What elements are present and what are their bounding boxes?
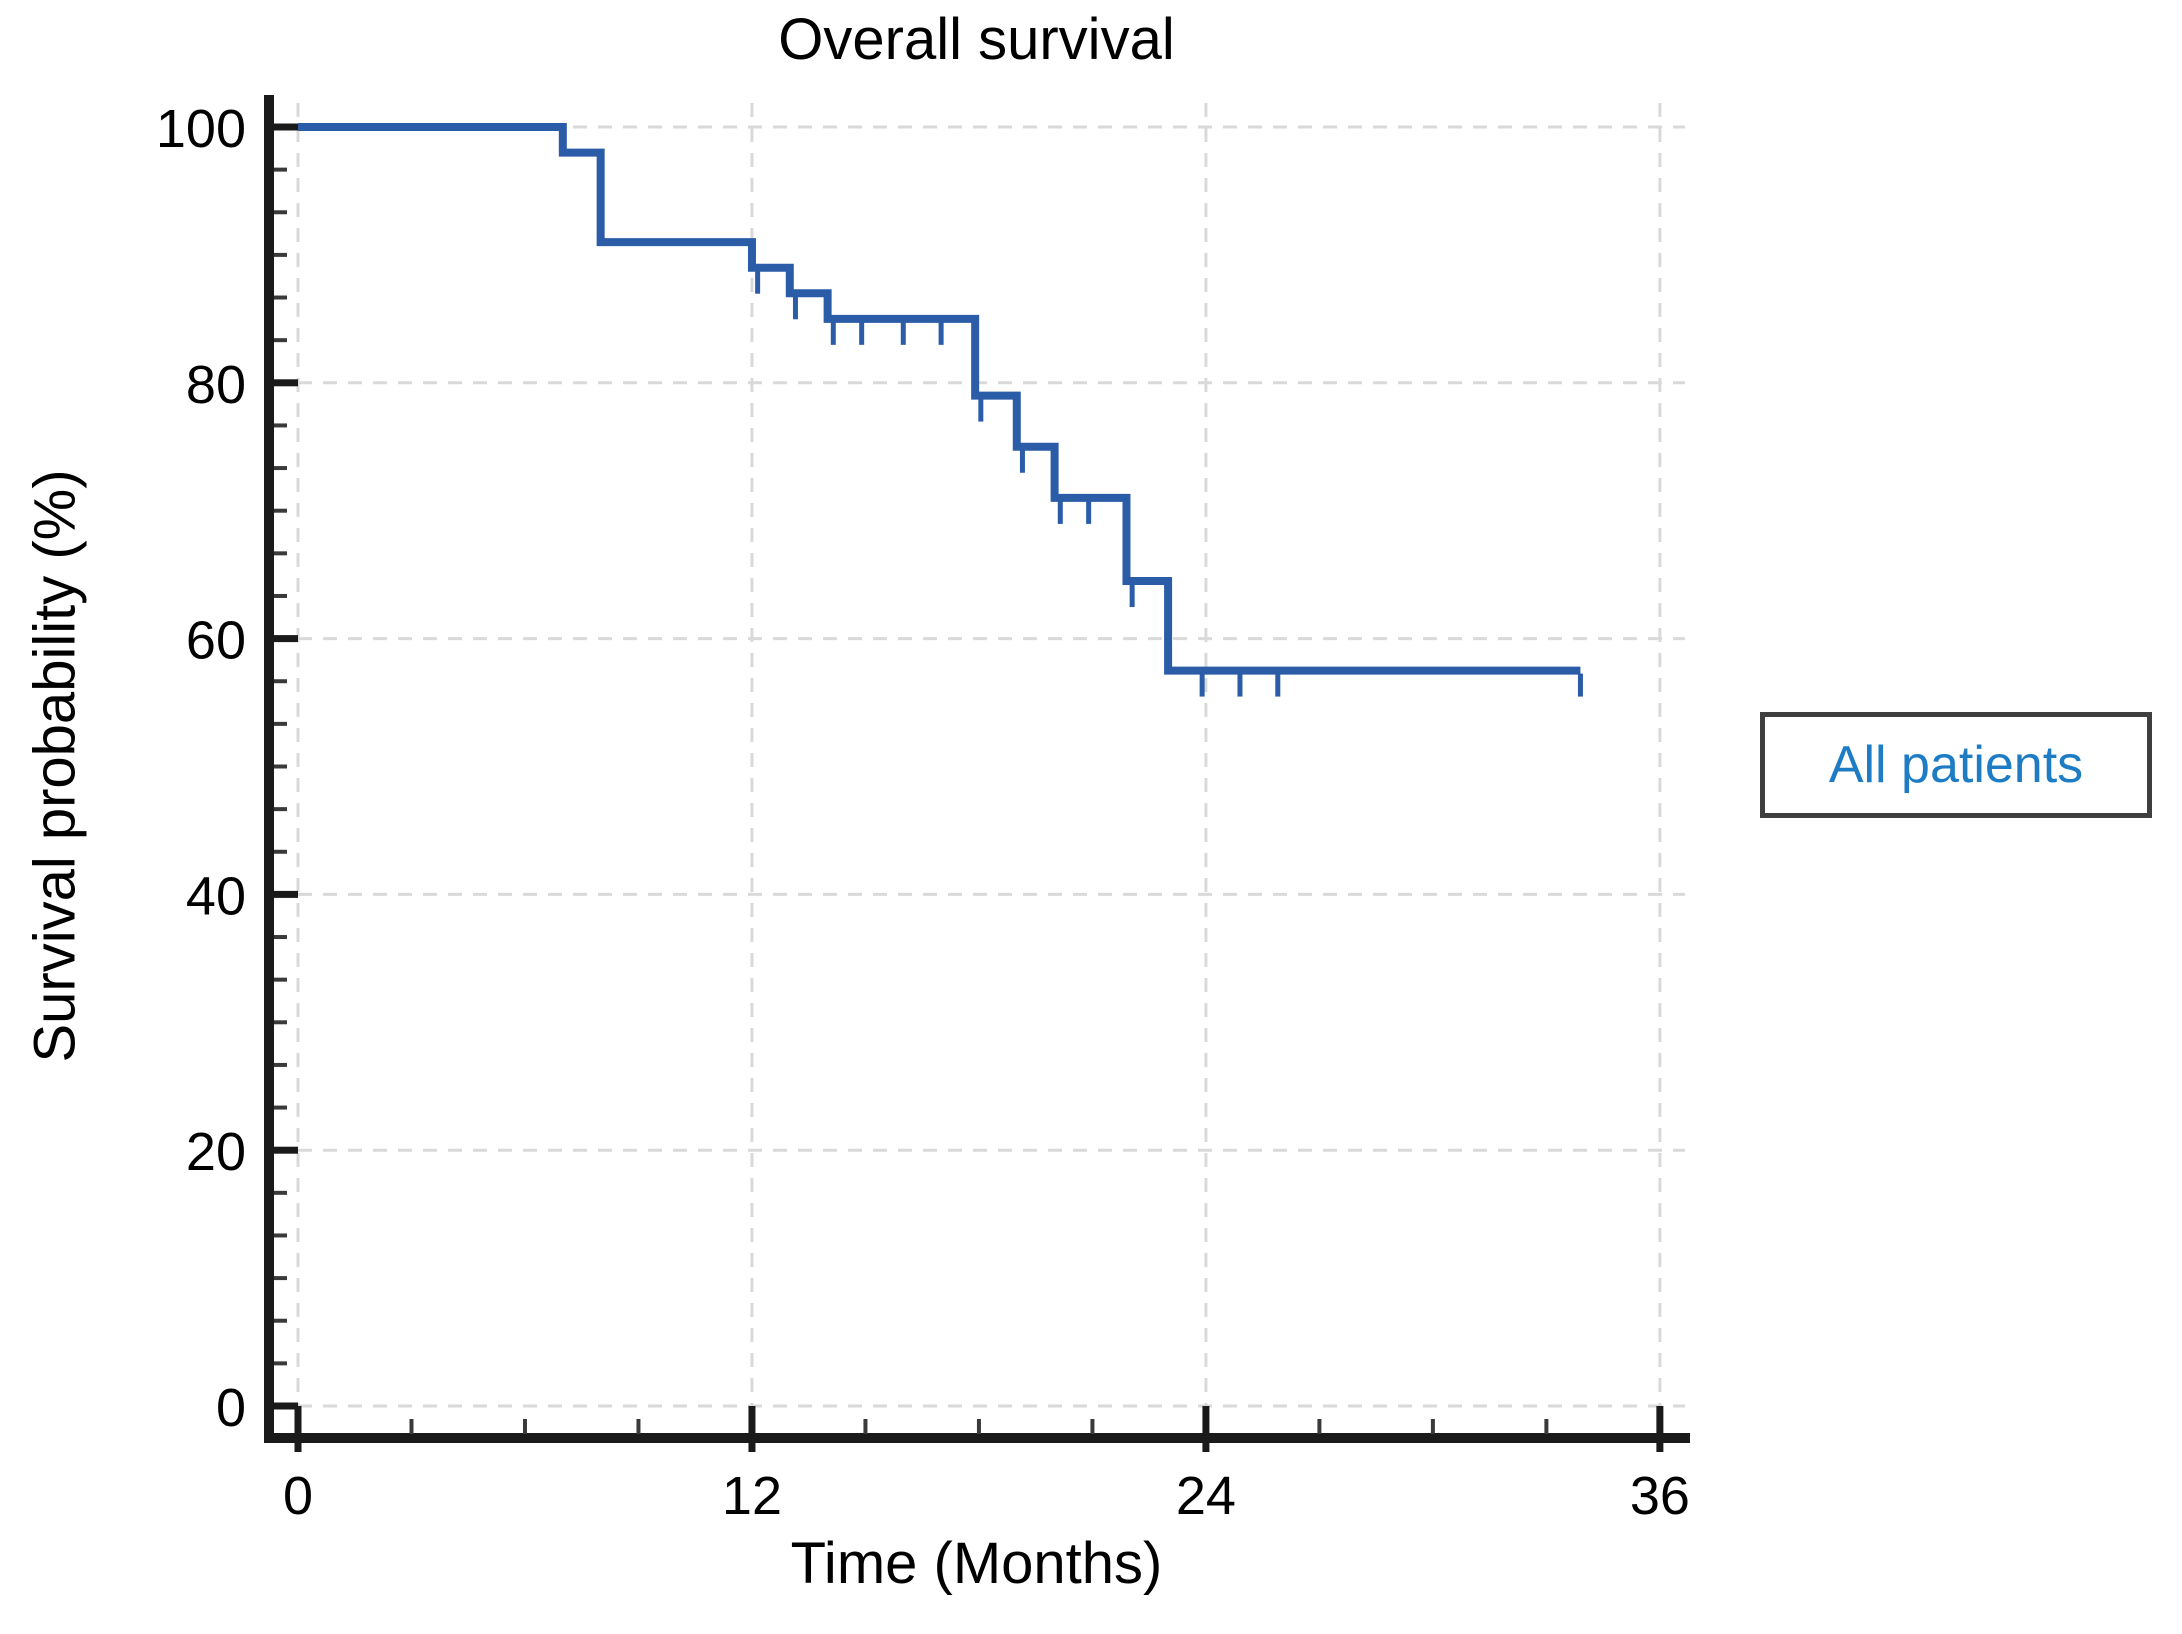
x-minor-tick [863,1419,868,1434]
y-tick-labels: 0 20 40 60 80 100 [156,99,246,1438]
y-minor-tick [274,935,287,940]
y-minor-tick [274,1105,287,1110]
y-minor-tick [274,1233,287,1238]
y-minor-tick [274,1361,287,1366]
y-tick-label: 100 [156,99,246,159]
y-tick-label: 0 [216,1378,246,1438]
y-minor-tick [274,1190,287,1195]
y-minor-tick [274,721,287,726]
y-minor-tick [274,1276,287,1281]
axes [264,95,1690,1452]
y-minor-tick [274,466,287,471]
y-major-tick [266,635,298,643]
y-minor-tick [274,167,287,172]
y-minor-tick [274,338,287,343]
y-minor-tick [274,807,287,812]
y-tick-label: 60 [186,611,246,671]
x-tick-label: 24 [1176,1466,1236,1526]
y-minor-tick [274,764,287,769]
y-axis-line [264,95,274,1442]
y-minor-tick [274,423,287,428]
gridlines [296,103,1685,1433]
x-minor-tick [1317,1419,1322,1434]
y-major-tick [266,123,298,131]
censor-marks [755,270,1583,697]
x-minor-tick [522,1419,527,1434]
x-axis-line [264,1433,1690,1443]
legend-box: All patients [1760,712,2152,818]
x-major-tick [748,1406,756,1452]
x-minor-tick [1430,1419,1435,1434]
x-tick-label: 0 [283,1466,313,1526]
y-minor-tick [274,1318,287,1323]
x-minor-tick [409,1419,414,1434]
x-tick-label: 12 [722,1466,782,1526]
y-minor-tick [274,508,287,513]
y-major-tick [266,379,298,387]
y-minor-tick [274,593,287,598]
y-minor-tick [274,1020,287,1025]
x-major-tick [1656,1406,1664,1452]
y-minor-tick [274,849,287,854]
legend-series-label: All patients [1828,736,2084,794]
y-minor-tick [274,295,287,300]
x-minor-tick [976,1419,981,1434]
y-minor-tick [274,1062,287,1067]
y-minor-tick [274,210,287,215]
x-axis-title: Time (Months) [790,1531,1163,1596]
y-minor-tick [274,977,287,982]
y-tick-label: 20 [186,1122,246,1182]
y-tick-label: 40 [186,866,246,926]
y-major-tick [266,1146,298,1154]
y-major-tick [266,890,298,898]
y-tick-label: 80 [186,355,246,415]
x-minor-tick [1544,1419,1549,1434]
x-minor-tick [1090,1419,1095,1434]
x-major-tick [1202,1406,1210,1452]
y-minor-tick [274,551,287,556]
y-minor-tick [274,679,287,684]
y-major-tick [266,1402,298,1410]
chart-title: Overall survival [778,7,1175,72]
x-minor-tick [636,1419,641,1434]
y-minor-tick [274,252,287,257]
x-major-tick [294,1406,302,1452]
x-tick-label: 36 [1630,1466,1690,1526]
survival-curve [298,123,1581,675]
x-tick-labels: 0 12 24 36 [283,1466,1690,1526]
